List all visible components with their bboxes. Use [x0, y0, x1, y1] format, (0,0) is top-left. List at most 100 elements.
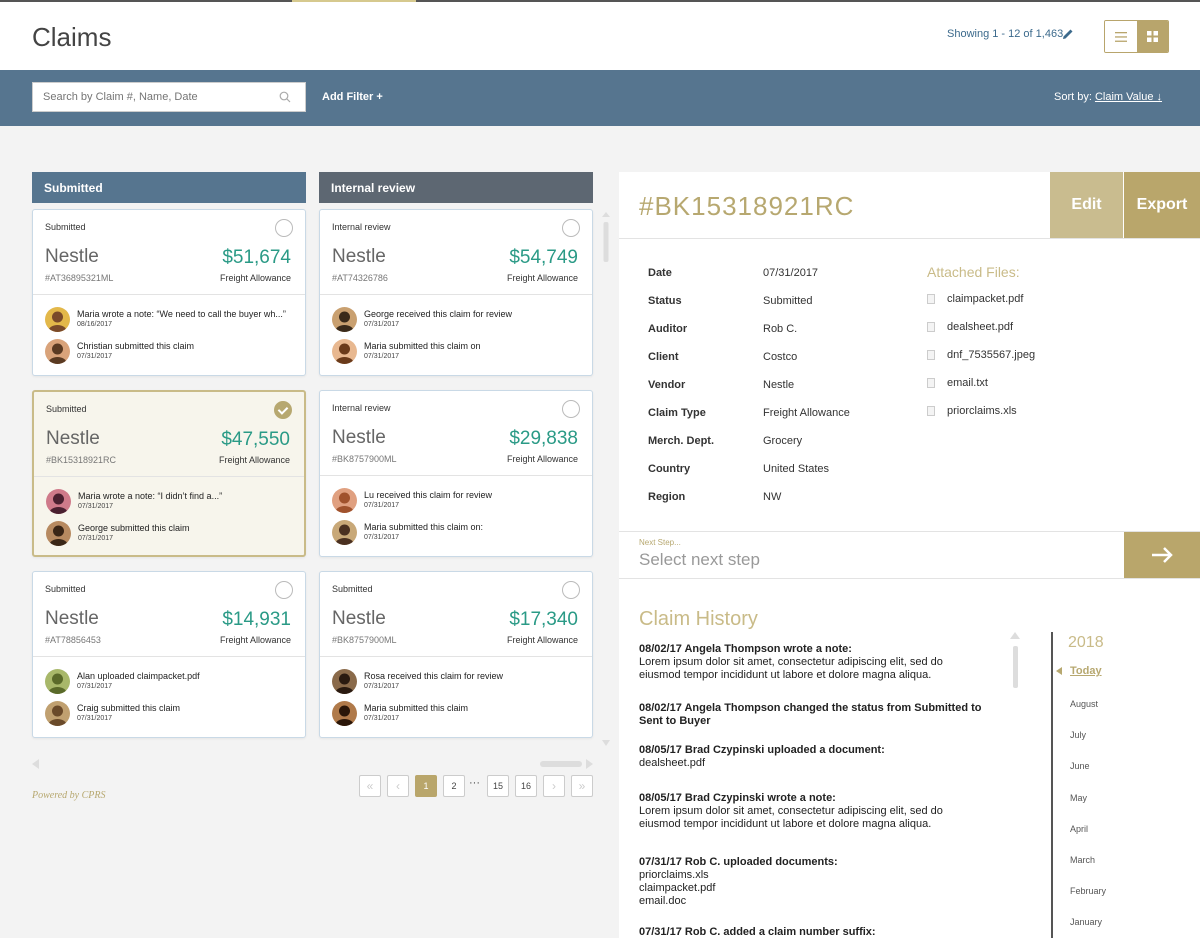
avatar	[45, 669, 70, 694]
card-claim-type: Freight Allowance	[218, 455, 290, 465]
timeline-month[interactable]: February	[1070, 886, 1107, 897]
field-label: Claim Type	[648, 407, 706, 419]
claim-card[interactable]: Internal review Nestle #AT74326786 $54,7…	[319, 209, 593, 376]
filter-bar: Add Filter + Sort by: Claim Value ↓	[0, 70, 1200, 126]
grid-view-button[interactable]	[1136, 21, 1168, 52]
top-border	[0, 0, 1200, 2]
activity-text: George submitted this claim	[78, 523, 190, 533]
timeline-year: 2018	[1068, 634, 1104, 651]
file-name[interactable]: claimpacket.pdf	[947, 293, 1024, 305]
file-name[interactable]: dealsheet.pdf	[947, 321, 1014, 333]
claim-card[interactable]: Submitted Nestle #BK8757900ML $17,340 Fr…	[319, 571, 593, 738]
timeline-month[interactable]: April	[1070, 823, 1089, 834]
history-entry-body: Lorem ipsum dolor sit amet, consectetur …	[639, 656, 943, 681]
field-label: Region	[648, 491, 686, 503]
file-name[interactable]: priorclaims.xls	[947, 405, 1017, 417]
card-select-checkbox[interactable]	[275, 219, 293, 237]
file-name[interactable]: email.txt	[947, 377, 988, 389]
prev-page-button[interactable]: ‹	[387, 775, 409, 797]
horizontal-scrollbar-thumb[interactable]	[540, 761, 582, 767]
card-select-checkbox[interactable]	[274, 401, 292, 419]
timeline-month[interactable]: March	[1070, 855, 1096, 865]
page-15-button[interactable]: 15	[487, 775, 509, 797]
activity-date: 07/31/2017	[364, 715, 400, 722]
pagination-ellipsis: ···	[469, 777, 480, 789]
card-divider	[33, 294, 305, 295]
activity-date: 07/31/2017	[364, 683, 400, 690]
vertical-scrollbar[interactable]	[601, 211, 611, 751]
list-view-button[interactable]	[1105, 21, 1137, 52]
activity-text: Christian submitted this claim	[77, 341, 195, 351]
card-divider	[320, 475, 592, 476]
history-entry-heading: 07/31/17 Rob C. added a claim number suf…	[639, 926, 876, 938]
timeline-month[interactable]: May	[1070, 792, 1088, 803]
activity-date: 07/31/2017	[77, 715, 113, 722]
avatar	[332, 339, 357, 364]
card-status: Submitted	[45, 584, 86, 594]
arrow-right-icon	[1152, 547, 1173, 563]
claim-card[interactable]: Submitted Nestle #AT78856453 $14,931 Fre…	[32, 571, 306, 738]
timeline-month[interactable]: January	[1070, 917, 1103, 928]
card-claim-id: #AT74326786	[332, 273, 388, 283]
claim-card[interactable]: Submitted Nestle #AT36895321ML $51,674 F…	[32, 209, 306, 376]
card-company: Nestle	[332, 246, 386, 267]
field-value: 07/31/2017	[763, 267, 819, 279]
file-name[interactable]: dnf_7535567.jpeg	[947, 349, 1036, 361]
card-select-checkbox[interactable]	[562, 400, 580, 418]
next-page-button[interactable]: ›	[543, 775, 565, 797]
avatar	[332, 488, 357, 513]
page-1-button[interactable]: 1	[415, 775, 437, 797]
activity-text: Rosa received this claim for review	[364, 671, 504, 681]
history-scrollbar-thumb[interactable]	[1013, 646, 1018, 688]
scroll-right-icon[interactable]	[585, 759, 593, 769]
divider	[619, 578, 1200, 579]
last-page-button[interactable]: »	[571, 775, 593, 797]
activity-text: Maria submitted this claim on	[364, 341, 481, 351]
card-claim-id: #AT78856453	[45, 635, 101, 645]
field-label: Client	[648, 351, 679, 363]
history-entry: 08/05/17 Brad Czypinski wrote a note: Lo…	[639, 792, 984, 831]
pagination: « ‹ 1 2 ··· 15 16 › »	[0, 775, 1200, 797]
scroll-left-icon[interactable]	[32, 759, 40, 769]
pencil-icon[interactable]	[1062, 28, 1074, 40]
add-filter-button[interactable]: Add Filter +	[322, 91, 383, 103]
card-claim-id: #BK8757900ML	[332, 454, 397, 464]
edit-button[interactable]: Edit	[1050, 172, 1123, 238]
avatar	[46, 521, 71, 546]
activity-date: 07/31/2017	[78, 535, 114, 542]
next-step-select[interactable]: Select next step	[639, 550, 760, 569]
avatar	[45, 307, 70, 332]
search-icon[interactable]	[279, 91, 291, 103]
card-select-checkbox[interactable]	[562, 581, 580, 599]
page-16-button[interactable]: 16	[515, 775, 537, 797]
field-value: Rob C.	[763, 323, 798, 335]
avatar	[332, 701, 357, 726]
card-select-checkbox[interactable]	[275, 581, 293, 599]
page-title: Claims	[32, 22, 112, 52]
search-input[interactable]	[32, 82, 306, 112]
claim-card[interactable]: Submitted Nestle #BK15318921RC $47,550 F…	[32, 390, 306, 557]
activity-text: Alan uploaded claimpacket.pdf	[77, 671, 200, 681]
history-entry-heading: 08/02/17 Angela Thompson changed the sta…	[639, 702, 982, 727]
sort-control: Sort by: Claim Value ↓	[1054, 91, 1162, 103]
card-company: Nestle	[332, 427, 386, 448]
page-2-button[interactable]: 2	[443, 775, 465, 797]
column-header-internal-review: Internal review	[319, 172, 593, 203]
timeline-month[interactable]: July	[1070, 730, 1087, 741]
card-claim-id: #BK8757900ML	[332, 635, 397, 645]
card-amount: $54,749	[509, 247, 578, 268]
next-step-submit-button[interactable]	[1124, 532, 1200, 578]
timeline-month[interactable]: June	[1070, 761, 1090, 772]
file-icon	[927, 294, 935, 304]
card-company: Nestle	[46, 428, 100, 449]
timeline-month[interactable]: August	[1070, 699, 1099, 709]
history-scroll-up-icon[interactable]	[1010, 632, 1020, 639]
field-value: Costco	[763, 351, 798, 363]
timeline-today-link[interactable]: Today	[1070, 665, 1102, 677]
sort-value-link[interactable]: Claim Value ↓	[1094, 91, 1162, 103]
first-page-button[interactable]: «	[359, 775, 381, 797]
export-button[interactable]: Export	[1124, 172, 1200, 238]
claim-card[interactable]: Internal review Nestle #BK8757900ML $29,…	[319, 390, 593, 557]
card-select-checkbox[interactable]	[562, 219, 580, 237]
history-entry-heading: 08/02/17 Angela Thompson wrote a note:	[639, 643, 852, 655]
